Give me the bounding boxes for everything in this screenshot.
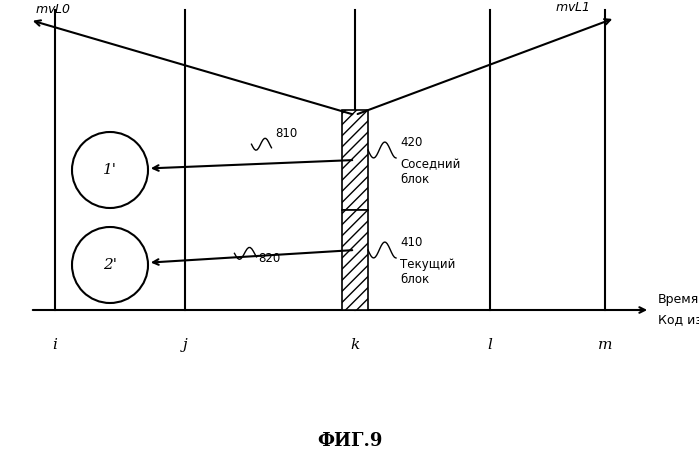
Text: 810: 810	[275, 127, 298, 140]
Text: Код изображения: Код изображения	[658, 313, 699, 327]
Text: $mv$L1: $mv$L1	[555, 1, 589, 14]
Text: 2': 2'	[103, 258, 117, 272]
Text: k: k	[350, 338, 359, 352]
Text: 1': 1'	[103, 163, 117, 177]
Text: 420: 420	[400, 135, 422, 148]
Text: Соседний
блок: Соседний блок	[400, 158, 461, 186]
Bar	[342, 210, 368, 310]
Text: i: i	[52, 338, 57, 352]
Text: Время: Время	[658, 293, 699, 306]
Text: j: j	[182, 338, 187, 352]
Text: Текущий
блок: Текущий блок	[400, 258, 455, 286]
Text: 410: 410	[400, 236, 422, 249]
Text: m: m	[598, 338, 612, 352]
Text: ФИГ.9: ФИГ.9	[317, 432, 382, 450]
Bar	[342, 110, 368, 210]
Text: $mv$L0: $mv$L0	[35, 3, 71, 16]
Text: 820: 820	[259, 252, 281, 265]
Text: l: l	[488, 338, 492, 352]
